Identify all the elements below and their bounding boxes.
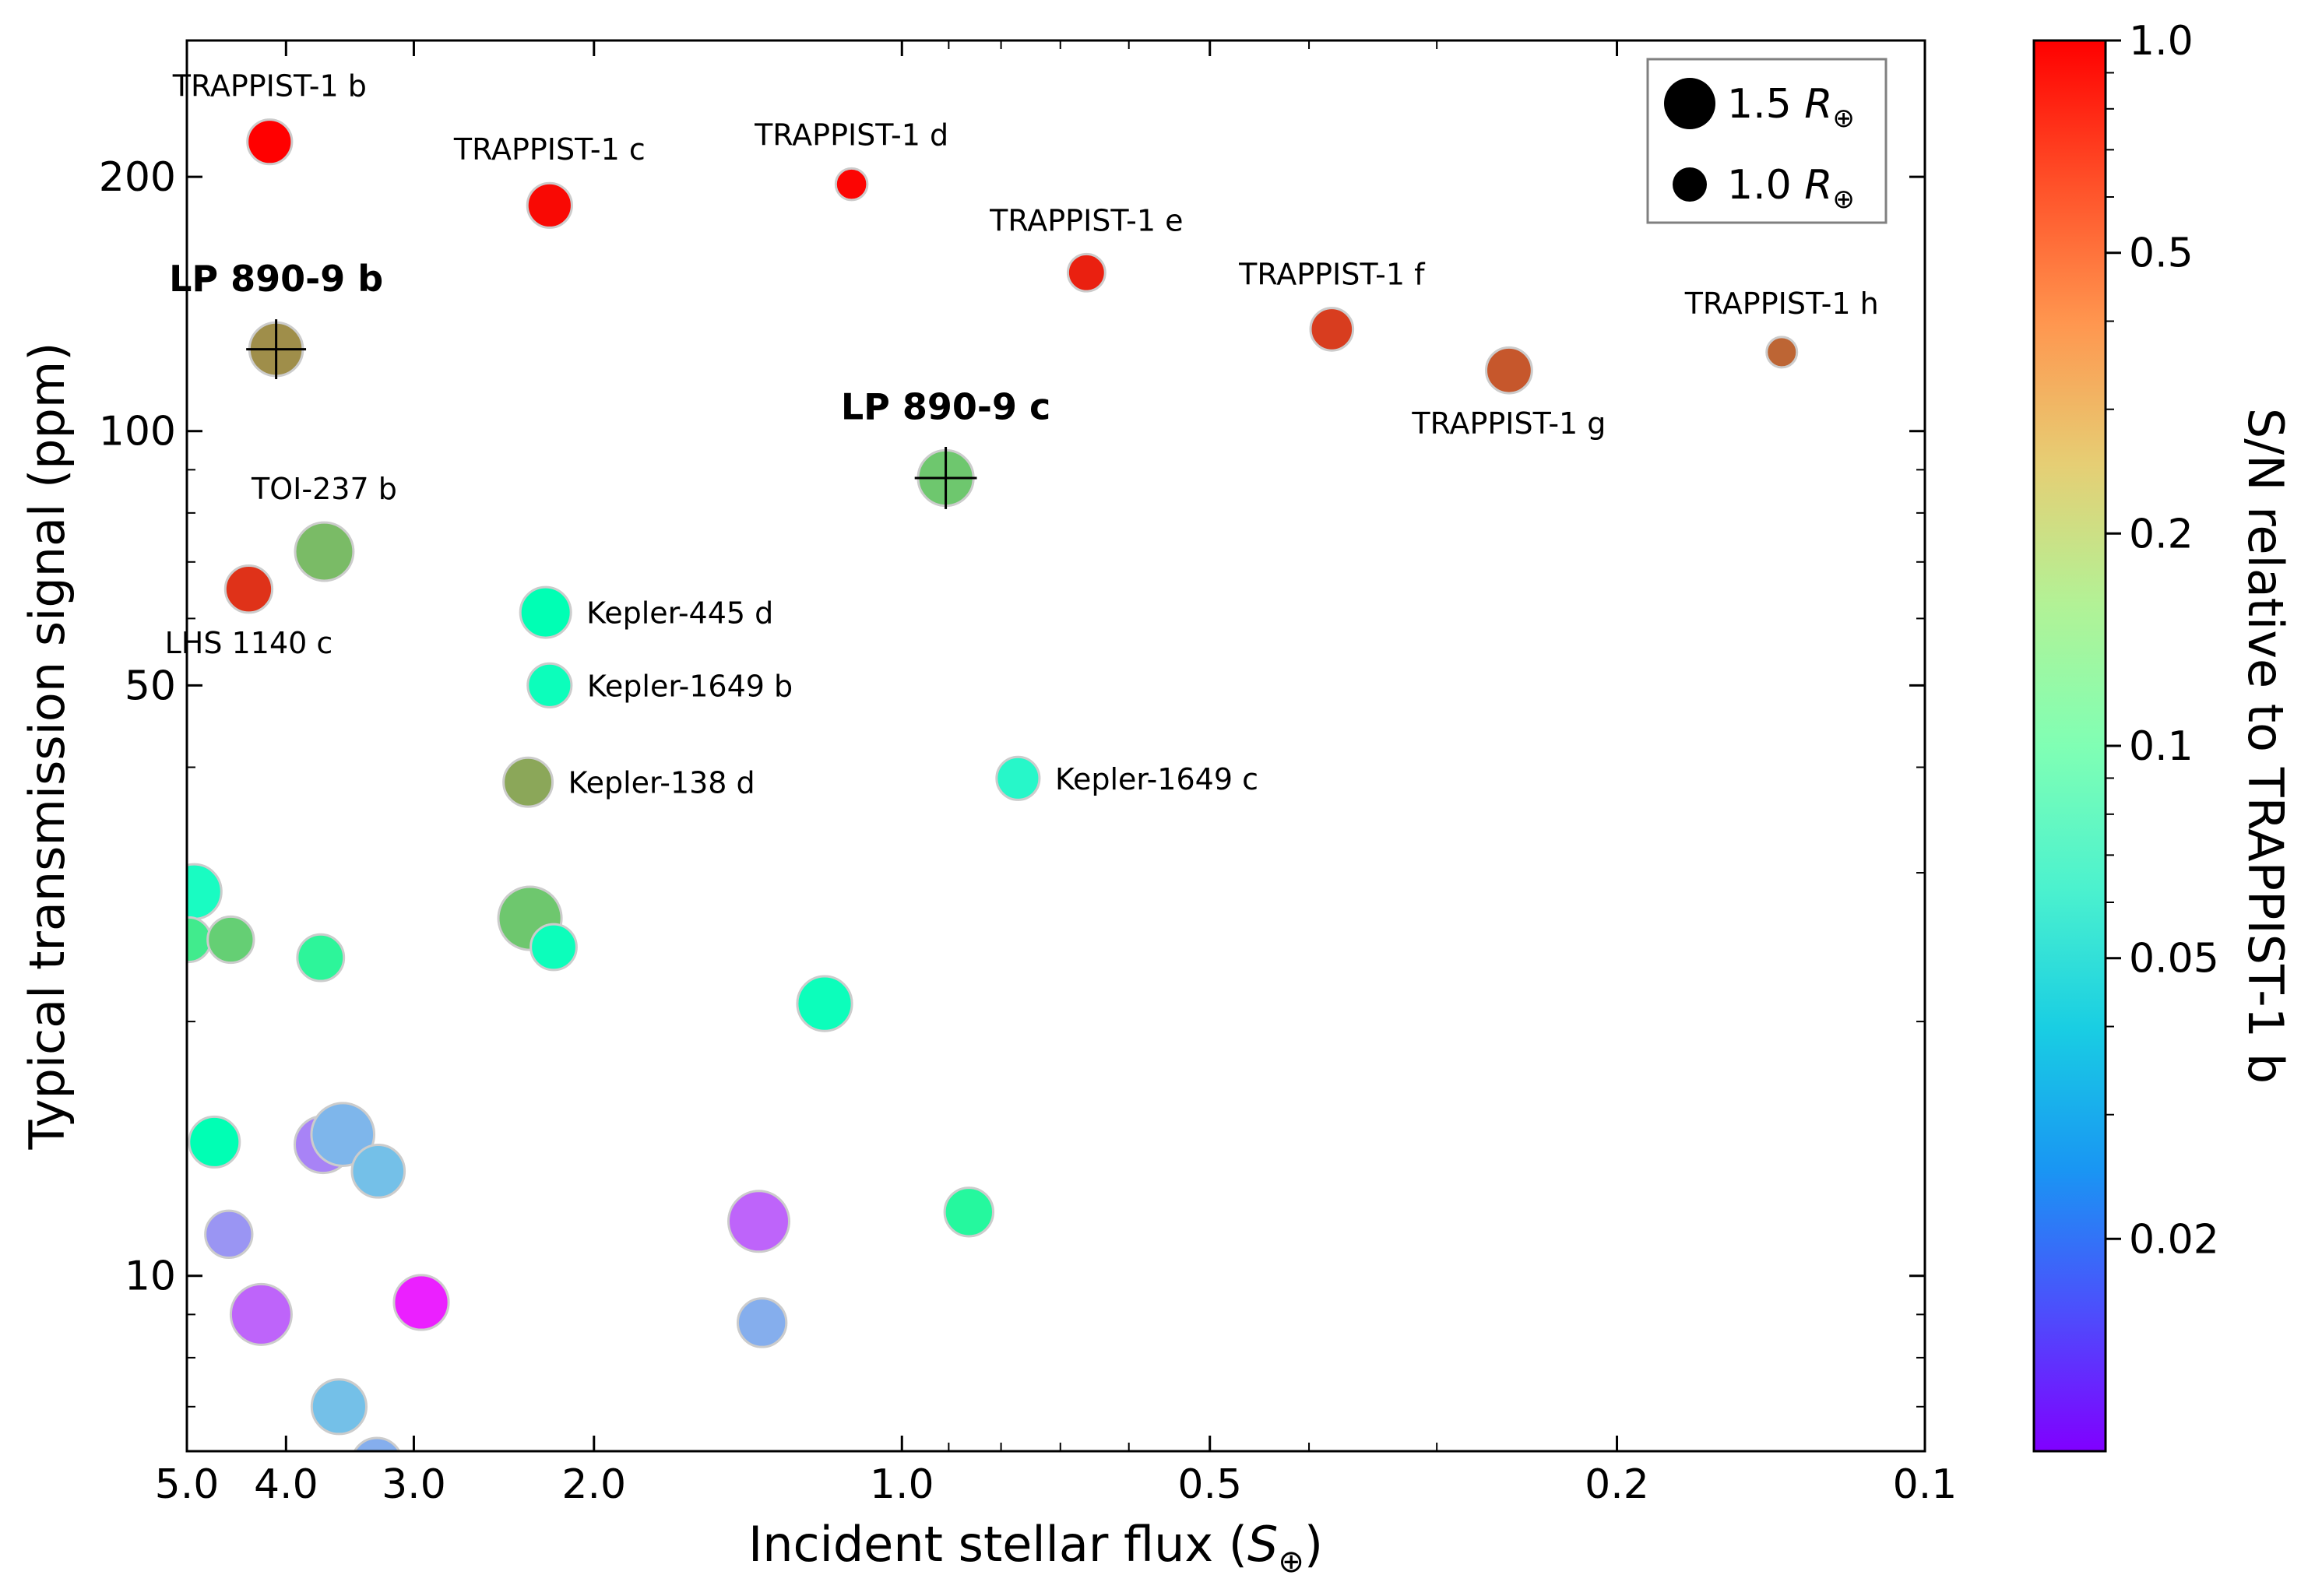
x-tick-label: 2.0 [561, 1461, 626, 1508]
point-label: TRAPPIST-1 h [1684, 287, 1879, 321]
data-point [392, 1274, 450, 1331]
x-tick-label: 5.0 [155, 1461, 220, 1508]
colorbar-tick-label: 0.05 [2129, 936, 2219, 983]
x-tick-label: 4.0 [254, 1461, 318, 1508]
data-point [502, 756, 554, 808]
y-tick-label: 100 [99, 409, 176, 455]
axis-ticks [185, 40, 1926, 1451]
data-point [1309, 307, 1355, 352]
data-point [1485, 346, 1533, 395]
data-point [296, 933, 346, 983]
point-label: TRAPPIST-1 c [453, 132, 646, 167]
colorbar-gradient [2032, 39, 2107, 1453]
data-point [310, 1378, 368, 1436]
y-tick-labels: 10 50 100 200 [99, 154, 176, 1300]
data-point [943, 1186, 995, 1238]
colorbar-ticks: 1.0 0.5 0.2 0.1 0.05 0.02 [2106, 18, 2219, 1263]
data-point [204, 1209, 254, 1259]
data-point [353, 1436, 401, 1451]
point-labels: TRAPPIST-1 b TRAPPIST-1 c TRAPPIST-1 d TRAP… [165, 69, 1879, 800]
y-tick-label: 200 [99, 154, 176, 201]
colorbar-tick-label: 0.2 [2129, 511, 2194, 557]
point-label: TRAPPIST-1 e [989, 203, 1183, 237]
point-label: TRAPPIST-1 f [1238, 258, 1426, 292]
data-point [223, 564, 274, 614]
x-tick-labels: 5.0 4.0 3.0 2.0 1.0 0.5 0.2 0.1 [155, 1461, 1958, 1508]
point-label: Kepler-1649 b [587, 669, 793, 703]
x-tick-label: 0.1 [1893, 1461, 1958, 1508]
data-point [519, 585, 572, 639]
data-point [310, 1102, 376, 1167]
point-label: Kepler-445 d [586, 596, 773, 631]
data-point [1054, 1456, 1106, 1509]
x-axis-label: Incident stellar flux (S⊕) [748, 1516, 1323, 1580]
data-point [1765, 336, 1799, 369]
data-point [1066, 252, 1106, 293]
data-point [187, 916, 213, 964]
data-point [796, 975, 853, 1032]
data-point [727, 1190, 790, 1253]
x-tick-label: 3.0 [382, 1461, 446, 1508]
colorbar [2032, 39, 2107, 1453]
point-label: Kepler-1649 c [1055, 762, 1258, 796]
y-tick-label: 50 [125, 663, 176, 709]
x-tick-label: 0.5 [1177, 1461, 1242, 1508]
colorbar-label: S/N relative to TRAPPIST-1 b [2237, 408, 2294, 1084]
data-point [294, 521, 355, 582]
data-point [246, 118, 294, 166]
colorbar-tick-label: 1.0 [2129, 18, 2194, 65]
data-point [736, 1297, 788, 1348]
legend-marker [1664, 78, 1715, 129]
data-point [229, 1282, 293, 1346]
data-points [187, 118, 1799, 1509]
y-axis-label: Typical transmission signal (ppm) [19, 343, 76, 1151]
y-tick-label: 10 [125, 1253, 176, 1300]
data-point [187, 863, 223, 920]
legend-marker [1673, 167, 1707, 202]
point-label: TRAPPIST-1 b [172, 69, 367, 104]
point-label: LP 890-9 b [169, 258, 383, 300]
colorbar-tick-label: 0.02 [2129, 1216, 2219, 1263]
data-point [188, 1115, 241, 1169]
data-point [206, 915, 255, 965]
size-legend: 1.5 R⊕ 1.0 R⊕ [1646, 58, 1888, 224]
data-point [1423, 1454, 1474, 1504]
data-point [526, 181, 573, 229]
plot-frame [185, 39, 1926, 1453]
legend-label: 1.5 R⊕ [1727, 81, 1855, 134]
data-point [526, 662, 573, 708]
point-label: Kepler-138 d [568, 766, 755, 800]
x-tick-label: 1.0 [870, 1461, 934, 1508]
point-label: LHS 1140 c [165, 626, 333, 660]
data-point [350, 1144, 406, 1199]
point-label: LP 890-9 c [841, 385, 1050, 427]
x-tick-label: 0.2 [1585, 1461, 1649, 1508]
data-point [995, 755, 1041, 801]
point-label: TOI-237 b [251, 472, 397, 506]
point-label: TRAPPIST-1 g [1411, 406, 1606, 441]
colorbar-tick-label: 0.1 [2129, 723, 2194, 770]
legend-label: 1.0 R⊕ [1727, 162, 1855, 215]
point-label: TRAPPIST-1 d [754, 118, 948, 152]
data-point [529, 923, 578, 972]
colorbar-tick-label: 0.5 [2129, 230, 2194, 277]
data-point [834, 167, 869, 202]
